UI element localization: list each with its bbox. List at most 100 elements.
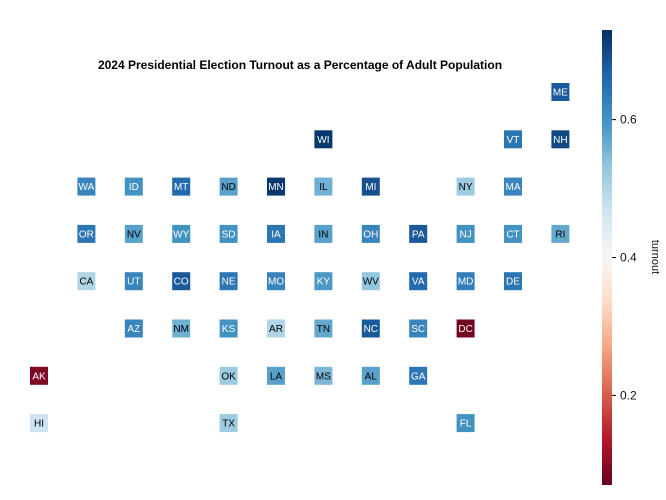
- state-tile-nj: NJ: [456, 224, 475, 243]
- state-tile-ms: MS: [314, 366, 333, 385]
- state-tile-label: IN: [318, 229, 328, 240]
- state-tile-label: ND: [221, 182, 235, 193]
- state-tile-co: CO: [172, 272, 191, 291]
- state-tile-pa: PA: [409, 224, 428, 243]
- state-tile-rect: [409, 366, 428, 385]
- state-tile-label: WA: [79, 182, 95, 193]
- colorbar-label: turnout: [649, 240, 661, 274]
- state-tile-va: VA: [409, 272, 428, 291]
- state-tile-label: AR: [269, 324, 283, 335]
- state-tile-md: MD: [456, 272, 475, 291]
- state-tile-rect: [409, 224, 428, 243]
- state-tile-label: ME: [553, 88, 568, 99]
- state-tile-al: AL: [361, 366, 380, 385]
- state-tile-label: VA: [412, 277, 425, 288]
- state-tile-az: AZ: [124, 319, 143, 338]
- state-tile-rect: [124, 224, 143, 243]
- state-tile-label: WI: [317, 135, 329, 146]
- state-tile-label: AL: [365, 371, 378, 382]
- state-tile-mt: MT: [172, 177, 191, 196]
- state-tile-rect: [314, 366, 333, 385]
- state-tile-nc: NC: [361, 319, 380, 338]
- state-tile-rect: [314, 224, 333, 243]
- state-tile-label: IL: [319, 182, 328, 193]
- state-tile-rect: [30, 414, 48, 433]
- state-tile-rect: [504, 272, 522, 291]
- tiles-layer: ME WI VT NH WA ID MT ND MN IL MI NY MA OR NV WY SD IA IN OH…: [30, 83, 570, 433]
- colorbar-gradient: [602, 30, 612, 485]
- state-tile-rect: [409, 272, 428, 291]
- state-tile-rect: [267, 319, 285, 338]
- state-tile-sc: SC: [409, 319, 428, 338]
- state-tile-rect: [172, 272, 191, 291]
- state-tile-label: DC: [458, 324, 472, 335]
- state-tile-rect: [314, 130, 333, 149]
- state-tile-label: CO: [174, 277, 189, 288]
- state-tile-label: AK: [32, 371, 46, 382]
- state-tile-mn: MN: [267, 177, 285, 196]
- state-tile-rect: [77, 224, 96, 243]
- state-tile-rect: [314, 177, 333, 196]
- state-tile-rect: [409, 319, 428, 338]
- state-tile-wi: WI: [314, 130, 333, 149]
- state-tile-rect: [504, 224, 522, 243]
- state-tile-rect: [456, 177, 475, 196]
- state-tile-tn: TN: [314, 319, 333, 338]
- state-tile-nm: NM: [172, 319, 191, 338]
- state-tile-label: MA: [506, 182, 521, 193]
- state-tile-ma: MA: [504, 177, 522, 196]
- state-tile-ia: IA: [267, 224, 285, 243]
- state-tile-wy: WY: [172, 224, 191, 243]
- state-tile-rect: [504, 130, 522, 149]
- state-tile-label: SD: [222, 229, 236, 240]
- state-tile-la: LA: [267, 366, 285, 385]
- state-tile-rect: [551, 83, 570, 101]
- state-tile-label: KY: [317, 277, 331, 288]
- state-tile-rect: [361, 177, 380, 196]
- state-tile-il: IL: [314, 177, 333, 196]
- state-tile-rect: [124, 177, 143, 196]
- state-tile-mi: MI: [361, 177, 380, 196]
- state-tile-rect: [267, 224, 285, 243]
- state-tile-rect: [219, 224, 238, 243]
- state-tile-label: DE: [506, 277, 520, 288]
- state-tile-rect: [30, 366, 48, 385]
- chart-title: 2024 Presidential Election Turnout as a …: [98, 58, 502, 72]
- state-tile-rect: [172, 177, 191, 196]
- state-tile-rect: [551, 224, 570, 243]
- state-tile-rect: [456, 272, 475, 291]
- state-tile-nv: NV: [124, 224, 143, 243]
- state-tile-ne: NE: [219, 272, 238, 291]
- state-tile-label: OR: [79, 229, 94, 240]
- state-tile-rect: [77, 177, 96, 196]
- state-tile-label: NE: [222, 277, 236, 288]
- state-tile-ga: GA: [409, 366, 428, 385]
- colorbar-tick-label: 0.4: [620, 251, 637, 265]
- state-tile-ri: RI: [551, 224, 570, 243]
- state-tile-nd: ND: [219, 177, 238, 196]
- state-tile-label: MS: [316, 371, 331, 382]
- state-tile-rect: [219, 319, 238, 338]
- state-tile-rect: [124, 319, 143, 338]
- state-tile-oh: OH: [361, 224, 380, 243]
- state-tile-rect: [456, 414, 475, 433]
- state-tile-rect: [314, 272, 333, 291]
- state-tile-ct: CT: [504, 224, 522, 243]
- colorbar-tick-label: 0.2: [620, 388, 637, 402]
- state-tile-label: OK: [221, 371, 236, 382]
- state-tile-rect: [456, 319, 475, 338]
- state-tile-label: LA: [270, 371, 283, 382]
- state-tile-label: MD: [458, 277, 474, 288]
- colorbar: 0.2 0.4 0.6 turnout: [602, 30, 661, 485]
- state-tile-label: AZ: [127, 324, 140, 335]
- state-tile-rect: [267, 366, 285, 385]
- state-tile-label: MO: [268, 277, 284, 288]
- state-tile-rect: [314, 319, 333, 338]
- state-tile-rect: [551, 130, 570, 149]
- colorbar-tick-label: 0.6: [620, 113, 637, 127]
- state-tile-label: ID: [129, 182, 139, 193]
- state-tile-label: SC: [411, 324, 425, 335]
- state-tile-label: IA: [271, 229, 281, 240]
- state-tile-label: NC: [364, 324, 378, 335]
